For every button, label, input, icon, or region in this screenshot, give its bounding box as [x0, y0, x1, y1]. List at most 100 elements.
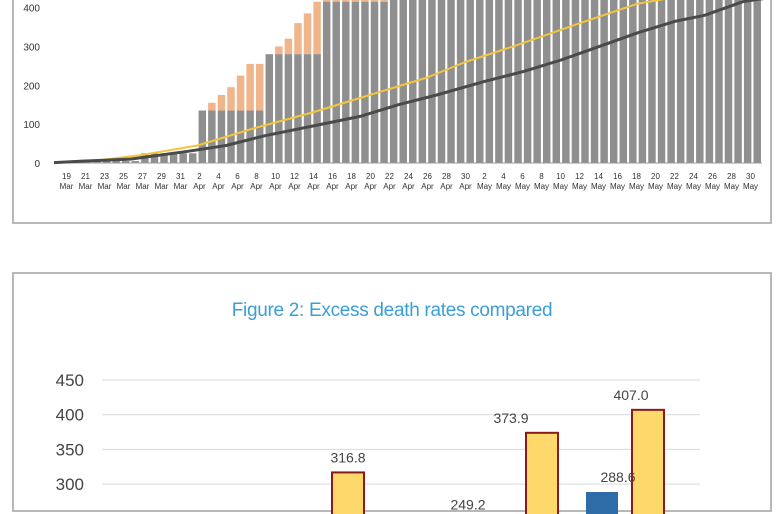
x-tick-label-month: May: [686, 182, 701, 191]
y-tick-label: 450: [56, 371, 84, 390]
bar: [208, 110, 216, 163]
bar: [275, 54, 283, 163]
x-tick-label-month: May: [515, 182, 530, 191]
bar: [351, 1, 360, 163]
bar: [342, 1, 350, 163]
bar-yellow: [525, 431, 559, 514]
bar: [456, 0, 465, 163]
bar: [495, 0, 503, 163]
bar: [657, 0, 666, 163]
x-tick-label-month: Mar: [155, 182, 169, 191]
bar: [389, 0, 398, 163]
x-tick-label-month: Apr: [459, 182, 472, 191]
x-tick-label-month: Mar: [136, 182, 150, 191]
bar: [523, 0, 532, 163]
x-tick-label-month: May: [591, 182, 606, 191]
x-tick-label-day: 12: [575, 172, 584, 181]
x-tick-label-month: Apr: [231, 182, 244, 191]
series-line-dark: [53, 0, 765, 165]
x-tick-label-day: 20: [651, 172, 660, 181]
x-tick-label-day: 16: [328, 172, 337, 181]
x-tick-label-day: 21: [81, 172, 90, 181]
bar: [437, 0, 446, 163]
x-tick-label-month: Apr: [383, 182, 396, 191]
y-tick-label: 100: [23, 120, 40, 131]
bar: [466, 0, 474, 163]
x-tick-label-month: Mar: [174, 182, 188, 191]
bar: [638, 0, 647, 163]
bar: [160, 153, 168, 163]
bar-increment: [370, 0, 379, 2]
bar: [313, 54, 321, 163]
bar-increment: [284, 38, 293, 55]
x-tick-label-month: Apr: [421, 182, 434, 191]
x-tick-label-day: 20: [366, 172, 375, 181]
x-tick-label-day: 4: [501, 172, 506, 181]
bar: [227, 110, 235, 163]
x-tick-label-day: 30: [461, 172, 470, 181]
x-tick-label-month: May: [705, 182, 720, 191]
figure-1-panel: 0 100 200 300 400 19 Mar 21 Mar 23 Mar 25 Mar 27 Mar 29…: [12, 0, 772, 224]
bar: [361, 1, 369, 163]
bar: [284, 54, 293, 163]
x-tick-label-month: Apr: [307, 182, 320, 191]
bar-increment: [322, 0, 331, 2]
bar: [648, 0, 656, 163]
x-tick-label-month: Apr: [193, 182, 206, 191]
x-tick-label-day: 8: [254, 172, 259, 181]
bar: [399, 0, 407, 163]
x-tick-label-month: Mar: [98, 182, 112, 191]
x-tick-label-month: May: [477, 182, 492, 191]
x-tick-label-month: May: [534, 182, 549, 191]
x-tick-label-day: 14: [309, 172, 318, 181]
bar-increment: [351, 0, 360, 2]
bar: [370, 1, 379, 163]
y-tick-label: 300: [23, 42, 40, 53]
bar-increment: [342, 0, 350, 2]
x-tick-label-day: 25: [119, 172, 128, 181]
x-tick-label-month: Apr: [269, 182, 282, 191]
bar-increment: [246, 63, 254, 111]
bar-increment: [313, 1, 321, 55]
bar: [236, 110, 245, 163]
bar: [696, 0, 704, 163]
bar: [428, 0, 436, 163]
x-tick-label-day: 22: [670, 172, 679, 181]
bar: [686, 0, 694, 163]
x-tick-label-month: Apr: [326, 182, 339, 191]
x-tick-label-day: 28: [727, 172, 736, 181]
cumulative-deaths-chart: 010020030040019Mar21Mar23Mar25Mar27Mar29…: [23, 0, 765, 191]
x-tick-label-day: 30: [746, 172, 755, 181]
x-tick-label-day: 26: [708, 172, 717, 181]
x-tick-label-month: May: [629, 182, 644, 191]
bar-increment: [255, 63, 264, 111]
x-tick-label-day: 2: [197, 172, 202, 181]
bar-increment: [380, 0, 388, 2]
y-tick-label: 400: [23, 4, 40, 15]
x-tick-label-day: 6: [235, 172, 240, 181]
bar: [571, 0, 580, 163]
bar: [715, 0, 723, 163]
x-tick-label-month: May: [572, 182, 587, 191]
bar-increment: [332, 0, 340, 2]
bar-yellow: [331, 471, 365, 514]
x-tick-label-day: 19: [62, 172, 71, 181]
y-tick-label: 0: [34, 159, 40, 170]
y-tick-label: 350: [56, 440, 84, 459]
x-tick-label-month: Apr: [212, 182, 225, 191]
x-tick-label-day: 24: [404, 172, 413, 181]
bar-increment: [217, 94, 226, 111]
x-tick-label-month: May: [667, 182, 682, 191]
bar: [294, 54, 302, 163]
bar: [533, 0, 541, 163]
data-label: 249.2: [450, 496, 485, 512]
x-tick-label-month: Mar: [79, 182, 93, 191]
x-tick-label-day: 23: [100, 172, 109, 181]
bar: [150, 153, 159, 163]
bar: [753, 0, 761, 163]
x-tick-label-month: Apr: [364, 182, 377, 191]
x-tick-label-day: 10: [556, 172, 565, 181]
bar-increment: [361, 0, 369, 2]
bar: [609, 0, 618, 163]
bar-yellow: [631, 408, 665, 514]
